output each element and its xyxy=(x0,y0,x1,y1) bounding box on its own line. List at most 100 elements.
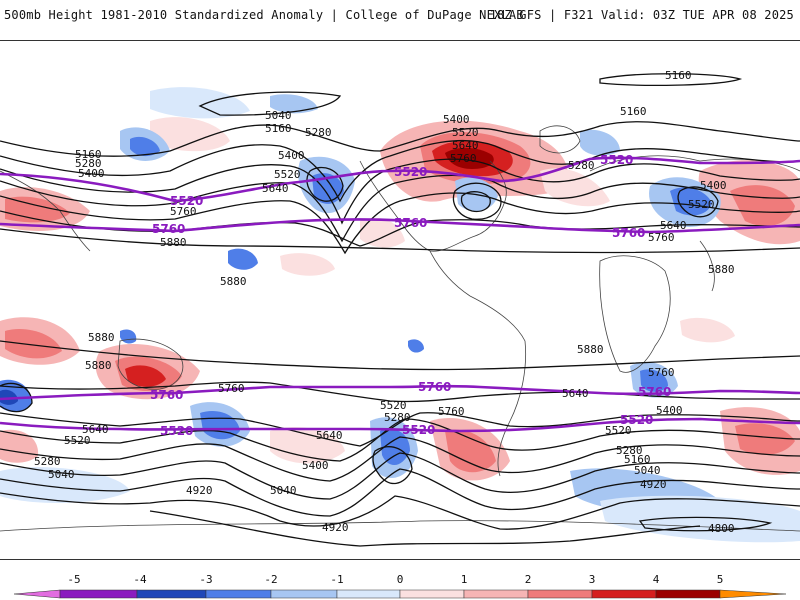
contour-label: 5040 xyxy=(270,484,297,497)
colorbar-tick-label: -1 xyxy=(330,573,343,586)
anomaly-blob-c-pacific xyxy=(150,117,230,152)
contour-label: 5280 xyxy=(34,455,61,468)
coast-africa xyxy=(599,255,671,373)
anomaly-blob-aleutian-core xyxy=(312,173,344,204)
contour-5880-south xyxy=(0,340,800,371)
contour-label: 5640 xyxy=(316,429,343,442)
standardized-anomaly-colorbar: -5 -4 -3 -2 -1 0 1 2 3 4 5 xyxy=(0,566,800,600)
contour-label: 5760 xyxy=(648,366,675,379)
contour-label: 5520 xyxy=(274,168,301,181)
colorbar-tick-label: -4 xyxy=(133,573,147,586)
colorbar-tick-label: -2 xyxy=(264,573,277,586)
anomaly-blob-atlantic xyxy=(540,168,610,207)
contour-label: 5400 xyxy=(278,149,305,162)
colorbar-swatch-neg45 xyxy=(59,589,138,599)
anomaly-blob-tropic-dot-2 xyxy=(120,329,137,344)
contour-5280-north xyxy=(0,139,800,203)
colorbar-swatch-pos23 xyxy=(527,589,593,599)
colorbar-swatch-pos5 xyxy=(719,589,787,599)
colorbar-swatches xyxy=(13,589,787,599)
purple-contour-label: 5760 xyxy=(418,380,451,394)
contour-label: 5040 xyxy=(634,464,661,477)
purple-5760-north xyxy=(0,218,800,234)
anomaly-map: 5160 5160 5040 5160 5280 5400 5520 5640 … xyxy=(0,40,800,560)
contour-label: 5760 xyxy=(450,152,477,165)
colorbar-tick-label: 2 xyxy=(525,573,532,586)
contour-label: 5520 xyxy=(452,126,479,139)
contour-5880-north xyxy=(0,228,800,254)
coast-india xyxy=(699,240,715,292)
contour-label: 5880 xyxy=(708,263,735,276)
contour-labels: 5160 5160 5040 5160 5280 5400 5520 5640 … xyxy=(34,69,735,535)
contour-label: 5760 xyxy=(438,405,465,418)
contour-label: 4920 xyxy=(322,521,349,534)
colorbar-tick-label: 0 xyxy=(397,573,404,586)
contour-label: 5280 xyxy=(305,126,332,139)
colorbar-swatch-neg01 xyxy=(336,589,401,599)
contour-s-atlantic-low xyxy=(372,446,413,485)
contour-label: 5880 xyxy=(88,331,115,344)
header-bar: 500mb Height 1981-2010 Standardized Anom… xyxy=(0,0,800,34)
contour-label: 5760 xyxy=(648,231,675,244)
contour-5760-south xyxy=(0,381,800,403)
anomaly-blob-asia-1 xyxy=(228,248,258,270)
purple-5520-north xyxy=(0,156,800,203)
contour-label: 5760 xyxy=(218,382,245,395)
anomaly-blob-eurasia-core xyxy=(730,185,795,226)
model-run-info: 18Z GFS | F321 Valid: 03Z TUE APR 08 202… xyxy=(489,8,794,22)
contour-5040-south xyxy=(0,492,800,530)
contour-label: 5640 xyxy=(82,423,109,436)
anomaly-blob-australia-peak xyxy=(125,365,166,387)
colorbar-tick-label: 1 xyxy=(461,573,468,586)
contour-4920-south xyxy=(149,510,701,547)
contour-5400-north xyxy=(0,158,800,225)
colorbar-swatch-pos12 xyxy=(463,589,529,599)
contour-label: 4800 xyxy=(708,522,735,535)
colorbar-swatch-pos45 xyxy=(655,589,721,599)
map-title: 500mb Height 1981-2010 Standardized Anom… xyxy=(4,8,524,22)
colorbar-swatch-pos34 xyxy=(591,589,657,599)
colorbar-swatch-neg12 xyxy=(270,589,338,599)
purple-contour-labels: 5520 5760 5520 5760 5520 5760 5760 5520 … xyxy=(150,153,671,438)
contour-label: 5640 xyxy=(452,139,479,152)
contour-label: 5160 xyxy=(620,105,647,118)
contour-label: 5040 xyxy=(48,468,75,481)
coast-central-america xyxy=(429,250,471,297)
purple-contour-label: 5760 xyxy=(150,388,183,402)
purple-contour-label: 5520 xyxy=(160,424,193,438)
contour-label: 5520 xyxy=(605,424,632,437)
contour-4800-ring xyxy=(638,516,773,532)
purple-contour-label: 5520 xyxy=(402,423,435,437)
colorbar-canvas: -5 -4 -3 -2 -1 0 1 2 3 4 5 xyxy=(13,573,787,599)
purple-contour-label: 5520 xyxy=(620,413,653,427)
anomaly-blob-s-america-core xyxy=(445,429,496,473)
contour-label: 5040 xyxy=(265,109,292,122)
contour-label: 5280 xyxy=(568,159,595,172)
colorbar-tick-label: -5 xyxy=(67,573,80,586)
anomaly-blob-antarctic-1 xyxy=(0,467,130,503)
contour-5040-arctic-ring xyxy=(198,91,342,116)
contour-label: 5640 xyxy=(262,182,289,195)
contour-label: 5760 xyxy=(170,205,197,218)
contour-label: 5400 xyxy=(302,459,329,472)
anomaly-blob-na-peak xyxy=(445,147,494,169)
purple-contour-label: 5760 xyxy=(152,222,185,236)
purple-5760-south xyxy=(0,384,800,401)
anomaly-blob-n-atlantic xyxy=(580,129,620,156)
contour-label: 5160 xyxy=(665,69,692,82)
purple-contour-label: 5520 xyxy=(600,153,633,167)
purple-5520-south xyxy=(0,417,800,433)
contour-5160-south xyxy=(0,468,800,517)
contour-label: 5520 xyxy=(380,399,407,412)
contour-aleutian-low xyxy=(306,166,344,202)
purple-contour-label: 5760 xyxy=(638,385,671,399)
colorbar-tick-label: 3 xyxy=(589,573,596,586)
contour-label: 5280 xyxy=(75,157,102,170)
anomaly-blob-tropics-2 xyxy=(280,253,335,276)
contour-label: 5160 xyxy=(75,148,102,161)
anomaly-blob-e-pacific xyxy=(0,429,39,463)
anomaly-blob-tropics-3 xyxy=(680,317,735,343)
contour-label: 5160 xyxy=(624,453,651,466)
purple-contour-label: 5520 xyxy=(394,165,427,179)
contour-label: 5880 xyxy=(160,236,187,249)
